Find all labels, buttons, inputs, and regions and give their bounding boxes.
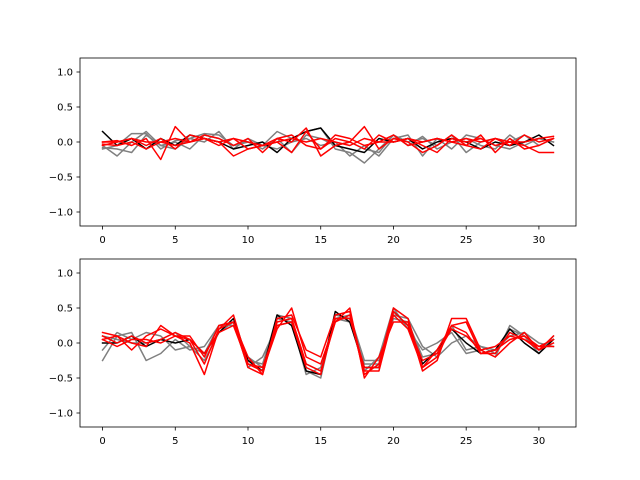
top-y-tick-label: 0.5 [57,103,73,114]
top-x-tick-label: 15 [314,235,327,246]
top-tick-layer: 0 5 10 15 20 25 30 −1.0 −0.5 0.0 0.5 1.0 [49,68,546,246]
top-x-tick-label: 20 [387,235,400,246]
bottom-series-layer [101,307,555,379]
bottom-y-tick-label: 0.5 [57,304,73,315]
bottom-y-tick-label: −0.5 [49,374,73,385]
bottom-x-tick-label: 5 [172,436,178,447]
bottom-x-tick-label: 25 [460,436,473,447]
top-subplot: 0 5 10 15 20 25 30 −1.0 −0.5 0.0 0.5 1.0 [49,57,577,246]
top-x-tick-label: 10 [242,235,255,246]
bottom-y-tick-label: 1.0 [57,269,73,280]
bottom-tick-layer: 0 5 10 15 20 25 30 −1.0 −0.5 0.0 0.5 1.0 [49,269,546,447]
top-series-line-6 [101,134,555,150]
bottom-y-tick-label: 0.0 [57,339,73,350]
bottom-x-tick-label: 10 [242,436,255,447]
bottom-x-tick-label: 0 [99,436,105,447]
top-series-line-7 [101,127,555,157]
bottom-series-line-8 [101,310,555,376]
top-y-tick-label: 1.0 [57,68,73,79]
top-series-line-5 [101,125,555,161]
bottom-x-tick-label: 15 [314,436,327,447]
top-series-layer [101,125,555,164]
top-x-tick-label: 0 [99,235,105,246]
top-y-tick-label: −0.5 [49,173,73,184]
top-x-tick-label: 5 [172,235,178,246]
bottom-x-tick-label: 20 [387,436,400,447]
top-y-tick-label: −1.0 [49,208,73,219]
top-series-line-8 [101,135,555,147]
top-x-tick-label: 25 [460,235,473,246]
bottom-x-tick-label: 30 [533,436,546,447]
top-x-tick-label: 30 [533,235,546,246]
top-y-tick-label: 0.0 [57,138,73,149]
bottom-subplot: 0 5 10 15 20 25 30 −1.0 −0.5 0.0 0.5 1.0 [49,258,577,447]
bottom-y-tick-label: −1.0 [49,409,73,420]
